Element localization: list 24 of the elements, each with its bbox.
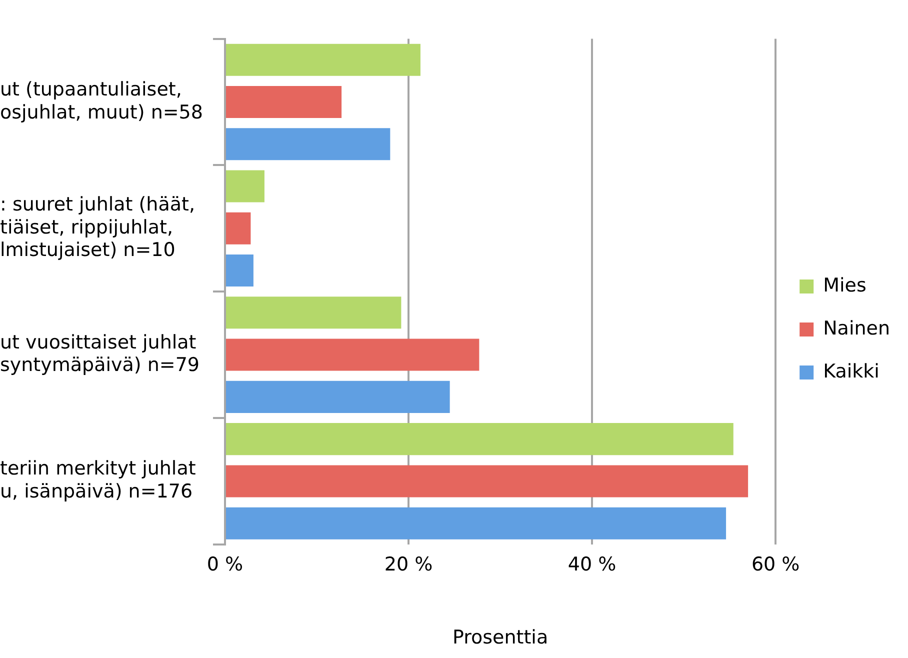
bar [226,296,402,329]
y-tick-label: ut (tupaantuliaiset, osjuhlat, muut) n=58 [0,78,203,124]
bar [226,86,342,118]
bar [226,170,264,202]
bar [226,128,390,160]
bar [226,423,734,456]
bar [226,465,748,498]
x-tick-label: 20 % [384,554,433,576]
legend-label: Kaikki [823,360,880,382]
bar [226,44,420,76]
bar [226,380,450,413]
x-tick-label: 40 % [568,554,616,576]
y-tick-label: : suuret juhlat (häät, tiäiset, rippijuhlat, lmistujaiset) n=10 [0,194,196,262]
bar [226,338,480,371]
x-axis-title: Prosenttia [452,626,548,649]
y-tick-label: ut vuosittaiset juhlat syntymäpäivä) n=79 [0,331,200,376]
x-tick-label: 60 % [751,554,800,576]
bar [226,212,251,244]
y-tick-label: teriin merkityt juhlat u, isänpäivä) n=176 [0,458,196,503]
legend-label: Nainen [823,317,890,340]
bar [226,254,254,287]
legend-label: Mies [823,274,866,296]
x-tick-label: 0 % [206,554,244,576]
bar [226,507,726,540]
